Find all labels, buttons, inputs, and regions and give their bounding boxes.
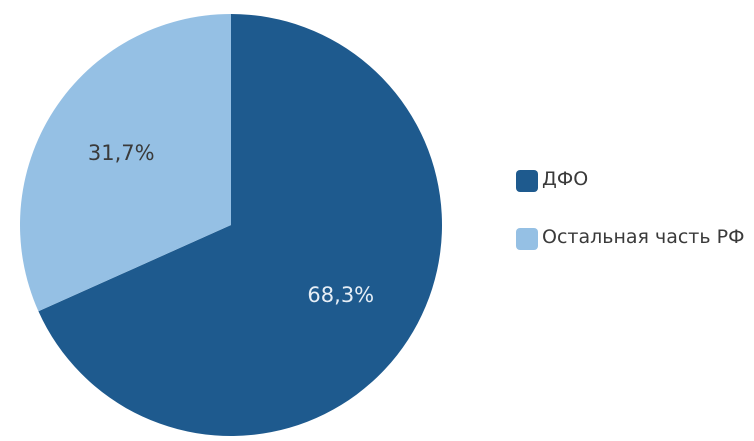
legend-swatch-dfo bbox=[516, 170, 538, 192]
pie-data-label-0: 68,3% bbox=[307, 283, 374, 307]
pie-data-label-1: 31,7% bbox=[88, 141, 155, 165]
legend-item-rest-of-russia: Остальная часть РФ bbox=[516, 224, 752, 250]
legend-label-rest-of-russia: Остальная часть РФ bbox=[542, 226, 745, 248]
pie-data-labels: 68,3% 31,7% bbox=[88, 141, 374, 307]
legend-label-dfo: ДФО bbox=[542, 168, 589, 190]
legend-swatch-rest-of-russia bbox=[516, 228, 538, 250]
pie-slices bbox=[19, 14, 443, 437]
pie-slice-1 bbox=[19, 14, 231, 312]
pie-slice-0 bbox=[38, 14, 443, 437]
legend: ДФО Остальная часть РФ bbox=[516, 166, 752, 282]
legend-item-dfo: ДФО bbox=[516, 166, 752, 192]
